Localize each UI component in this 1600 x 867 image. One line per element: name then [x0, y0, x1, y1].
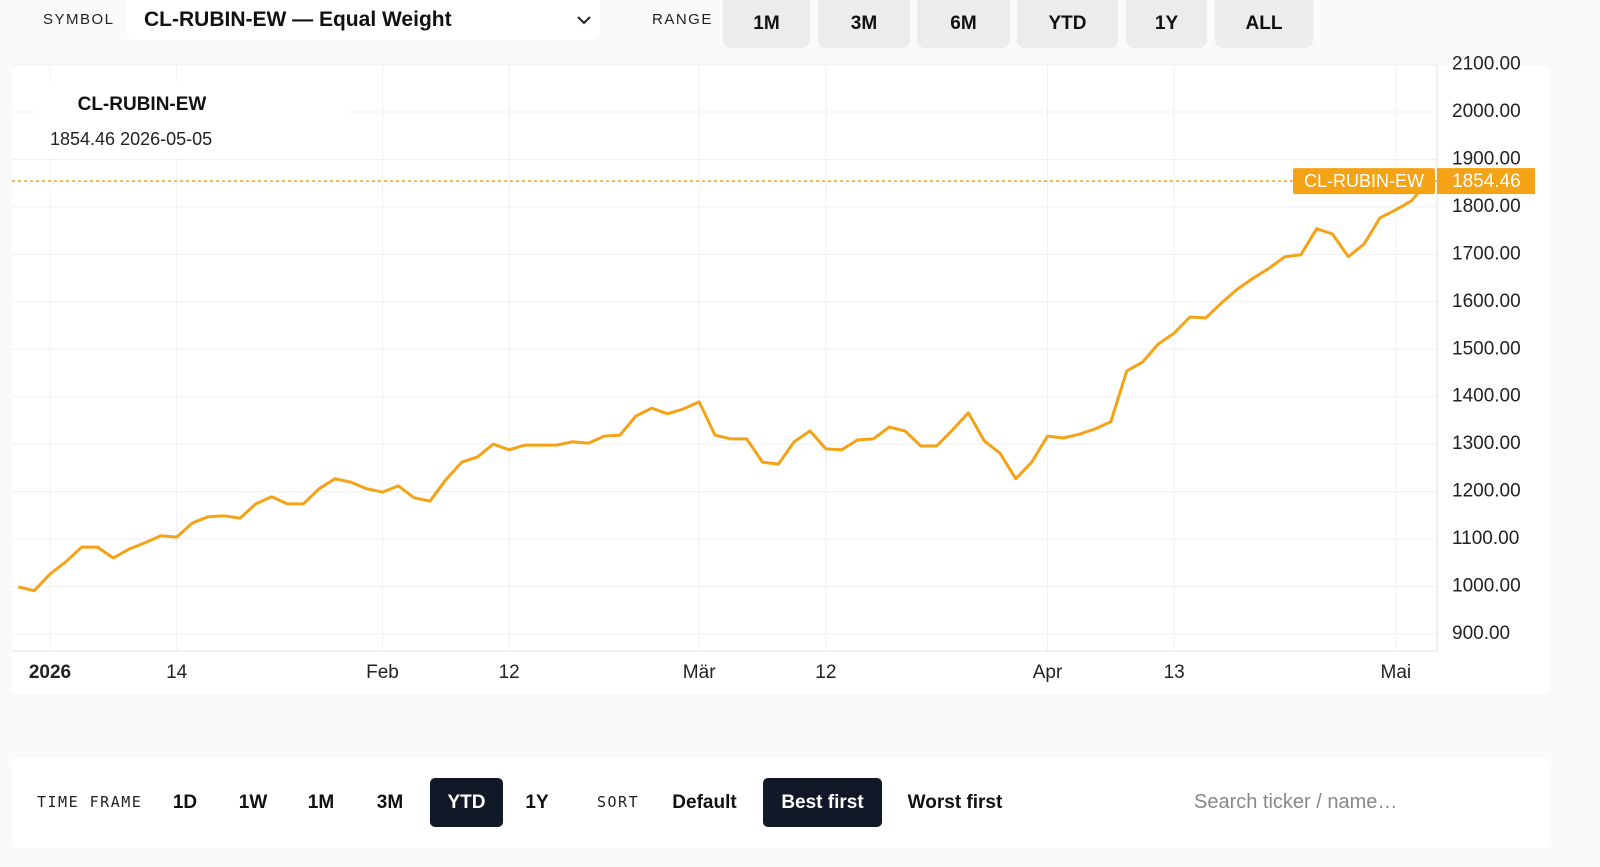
- timeframe-label: TIME FRAME: [37, 793, 143, 811]
- symbol-value: CL-RUBIN-EW — Equal Weight: [144, 8, 452, 31]
- timeframe-button[interactable]: 1W: [238, 791, 268, 813]
- timeframe-button[interactable]: 3M: [376, 791, 404, 813]
- sort-button[interactable]: Default: [672, 791, 737, 813]
- symbol-select[interactable]: CL-RUBIN-EW — Equal Weight: [126, 0, 600, 40]
- timeframe-button[interactable]: 1M: [307, 791, 335, 813]
- timeframe-button[interactable]: YTD: [430, 778, 503, 827]
- y-tick-label: 1200.00: [1452, 481, 1521, 502]
- filter-bar: TIME FRAME SORT Search ticker / name… 1D…: [12, 758, 1550, 848]
- x-tick-label: Apr: [1033, 662, 1063, 683]
- legend-box: [35, 82, 348, 158]
- range-button[interactable]: 3M: [818, 0, 910, 48]
- x-tick-label: 2026: [29, 662, 71, 683]
- x-tick-label: Mär: [683, 662, 716, 683]
- y-tick-label: 1800.00: [1452, 196, 1521, 217]
- line: [17, 180, 1429, 593]
- x-tick-label: Mai: [1381, 662, 1412, 683]
- legend-last-value: 1854.46: [50, 129, 115, 149]
- range-button[interactable]: 6M: [917, 0, 1010, 48]
- chevron: [577, 16, 591, 25]
- legend-value: 1854.46 2026-05-05: [50, 129, 212, 149]
- timeframe-button[interactable]: 1Y: [525, 791, 549, 813]
- legend-name: CL-RUBIN-EW: [78, 94, 207, 115]
- sort-label: SORT: [597, 793, 640, 811]
- y-tick-label: 1600.00: [1452, 291, 1521, 312]
- range-button[interactable]: 1M: [723, 0, 810, 48]
- x-tick-label: Feb: [366, 662, 399, 683]
- y-tick-label: 1000.00: [1452, 575, 1521, 596]
- search-input[interactable]: Search ticker / name…: [1194, 791, 1398, 813]
- series-tag-label: CL-RUBIN-EW: [1304, 171, 1424, 191]
- y-tick-label: 1500.00: [1452, 338, 1521, 359]
- legend-date: 2026-05-05: [120, 129, 212, 149]
- sort-button[interactable]: Best first: [763, 778, 882, 827]
- y-tick-label: 2000.00: [1452, 101, 1521, 122]
- chart-card: [12, 66, 1550, 694]
- symbol-label: SYMBOL: [43, 11, 115, 28]
- y-tick-label: 1100.00: [1452, 528, 1519, 549]
- toolbar: SYMBOL CL-RUBIN-EW — Equal Weight RANGE …: [0, 0, 1600, 60]
- range-button[interactable]: 1Y: [1126, 0, 1207, 48]
- price-tag: [1437, 168, 1535, 195]
- y-tick-label: 1400.00: [1452, 386, 1521, 407]
- chart: 900.00 1000.00 1100.00 1200.00 1300.00 1400.0…: [12, 54, 1550, 694]
- sort-button[interactable]: Worst first: [907, 791, 1003, 813]
- x-tick-label: 12: [815, 662, 836, 683]
- range-button[interactable]: ALL: [1215, 0, 1313, 48]
- price-tag-label: 1854.46: [1452, 171, 1521, 192]
- x-tick-label: 12: [499, 662, 520, 683]
- y-tick-label: 2100.00: [1452, 54, 1521, 75]
- y-tick-label: 1900.00: [1452, 148, 1521, 169]
- y-tick-label: 900.00: [1452, 623, 1510, 644]
- range-label: RANGE: [652, 11, 713, 28]
- x-tick-label: 14: [166, 662, 188, 683]
- range-button[interactable]: YTD: [1017, 0, 1118, 48]
- series-tag: [1293, 168, 1435, 195]
- x-tick-label: 13: [1164, 662, 1185, 683]
- timeframe-button[interactable]: 1D: [172, 791, 198, 813]
- y-tick-label: 1700.00: [1452, 243, 1521, 264]
- y-tick-label: 1300.00: [1452, 433, 1521, 454]
